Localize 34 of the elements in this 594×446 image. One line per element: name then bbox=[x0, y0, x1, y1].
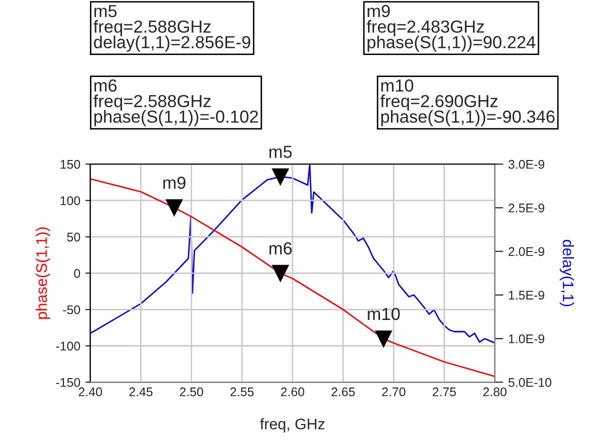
y2-tick-label: 5.0E-10 bbox=[508, 378, 552, 387]
text: m6 freq=2.588GHz phase(S(1,1))=-0.102 bbox=[94, 79, 258, 126]
x-tick-label: 2.65 bbox=[332, 387, 355, 396]
y2-tick-label: 1.5E-9 bbox=[508, 290, 544, 300]
y2-axis-title: delay(1,1) bbox=[560, 240, 574, 306]
y-tick-label: -50 bbox=[63, 305, 80, 314]
y-axis-title: phase(S(1,1)) bbox=[36, 227, 50, 319]
x-tick-label: 2.55 bbox=[230, 387, 254, 396]
x-tick-label: 2.70 bbox=[382, 387, 406, 396]
y2-tick-label: 1.0E-9 bbox=[508, 334, 544, 344]
x-tick-label: 2.75 bbox=[432, 387, 456, 396]
line-series bbox=[90, 178, 495, 378]
y-tick-label: -150 bbox=[56, 378, 80, 387]
annotation: m9 bbox=[163, 176, 186, 189]
y-tick-label: -100 bbox=[56, 342, 80, 351]
x-tick-label: 2.40 bbox=[78, 387, 102, 396]
x-tick-label: 2.50 bbox=[180, 387, 204, 396]
y-tick-label: 100 bbox=[60, 196, 80, 206]
text: m9 freq=2.483GHz phase(S(1,1))=90.224 bbox=[366, 4, 536, 52]
y-tick-label: 0 bbox=[74, 268, 80, 278]
x-tick-label: 2.80 bbox=[483, 387, 506, 396]
text: m5 freq=2.588GHz delay(1,1)=2.856E-9 bbox=[94, 5, 250, 52]
text: m10 freq=2.690GHz phase(S(1,1))=-90.346 bbox=[380, 79, 555, 126]
annotation: m6 bbox=[270, 242, 292, 255]
y2-tick-label: 2.0E-9 bbox=[508, 247, 544, 256]
y-tick-label: 50 bbox=[67, 232, 80, 242]
y-tick-label: 150 bbox=[60, 160, 80, 169]
x-tick-label: 2.60 bbox=[281, 387, 304, 396]
x-axis-title: freq, GHz bbox=[260, 418, 324, 432]
annotation: m5 bbox=[270, 146, 292, 158]
annotation: m10 bbox=[368, 308, 400, 320]
y2-tick-label: 2.5E-9 bbox=[508, 204, 544, 212]
y2-tick-label: 3.0E-9 bbox=[508, 160, 544, 169]
x-tick-label: 2.45 bbox=[129, 387, 152, 396]
